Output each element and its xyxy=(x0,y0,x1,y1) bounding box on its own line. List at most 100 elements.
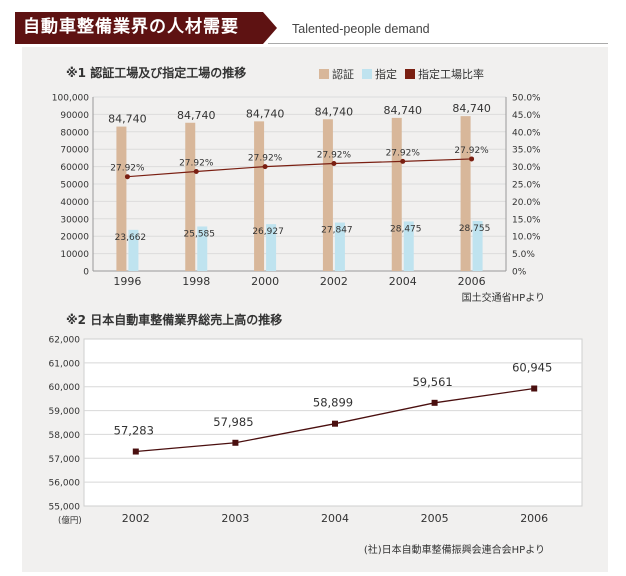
y-tick-label: 20000 xyxy=(60,233,89,243)
x-tick-label: 1996 xyxy=(113,275,141,288)
y-tick-label: 70000 xyxy=(60,146,89,156)
bar-label-shitei: 27,847 xyxy=(321,226,353,236)
sales-chart: ※2 日本自動車整備業界総売上高の推移 55,000 56,000 57,000 58,… xyxy=(49,312,583,556)
y2-tick-label: 30.0% xyxy=(512,163,541,173)
source-note: 国土交通省HPより xyxy=(462,291,545,304)
y-tick-label: 80000 xyxy=(60,128,89,138)
ratio-label: 27.92% xyxy=(248,154,283,164)
bar-shitei xyxy=(472,220,483,271)
ratio-label: 27.92% xyxy=(454,146,489,156)
bar-ninsho xyxy=(254,121,265,271)
y-tick-label: 62,000 xyxy=(49,336,81,346)
x-tick-label: 2000 xyxy=(251,275,279,288)
y2-tick-label: 25.0% xyxy=(512,181,541,191)
page-subtitle: Talented-people demand xyxy=(292,22,430,36)
y-tick-label: 60,000 xyxy=(49,383,81,393)
y2-tick-label: 50.0% xyxy=(512,94,541,104)
ratio-point xyxy=(124,174,130,180)
y-tick-label: 59,000 xyxy=(49,407,81,417)
bar-label-ninsho: 84,740 xyxy=(108,113,147,126)
bar-shitei xyxy=(403,221,414,271)
ratio-point xyxy=(469,156,475,162)
chart-title: ※2 日本自動車整備業界総売上高の推移 xyxy=(66,312,282,327)
bar-ninsho xyxy=(391,117,402,271)
ratio-point xyxy=(400,158,406,164)
bar-label-ninsho: 84,740 xyxy=(246,107,285,120)
sales-point xyxy=(132,448,139,455)
y2-tick-label: 15.0% xyxy=(512,215,541,225)
ratio-label: 27.92% xyxy=(386,148,421,158)
bar-label-ninsho: 84,740 xyxy=(315,105,354,118)
y2-tick-label: 0% xyxy=(512,268,527,278)
legend-label: 認証 xyxy=(332,67,354,81)
sales-point xyxy=(232,439,239,446)
header-tab xyxy=(15,12,277,44)
y-tick-label: 57,000 xyxy=(49,455,81,465)
y2-tick-label: 10.0% xyxy=(512,233,541,243)
bar-label-ninsho: 84,740 xyxy=(177,109,216,122)
y2-tick-label: 35.0% xyxy=(512,146,541,156)
legend-swatch xyxy=(405,69,415,79)
bar-label-shitei: 23,662 xyxy=(115,233,147,243)
x-tick-label: 2004 xyxy=(321,512,349,525)
y-unit-label: (億円) xyxy=(58,515,82,526)
x-tick-label: 2003 xyxy=(221,512,249,525)
ratio-line xyxy=(127,158,472,178)
bar-label-shitei: 25,585 xyxy=(184,229,216,239)
bar-shitei xyxy=(128,229,139,271)
bar-label-shitei: 28,475 xyxy=(390,224,422,234)
y-tick-label: 50000 xyxy=(60,181,89,191)
y2-tick-label: 40.0% xyxy=(512,128,541,138)
y-tick-label: 55,000 xyxy=(49,503,81,513)
sales-label: 58,899 xyxy=(313,396,353,410)
sales-point xyxy=(431,399,438,406)
bar-shitei xyxy=(197,226,208,271)
factory-chart: ※1 認証工場及び指定工場の推移 認証 指定 指定工場比率 0 10000 20000 300… xyxy=(52,65,545,304)
x-tick-label: 2005 xyxy=(421,512,449,525)
y-tick-label: 58,000 xyxy=(49,431,81,441)
source-note: (社)日本自動車整備振興会連合会HPより xyxy=(364,543,545,556)
bar-ninsho xyxy=(185,122,196,271)
bar-ninsho xyxy=(116,126,127,271)
y2-tick-label: 45.0% xyxy=(512,111,541,121)
sales-point xyxy=(332,420,338,427)
bar-ninsho xyxy=(322,119,333,271)
sales-label: 57,283 xyxy=(114,424,154,438)
y2-tick-label: 20.0% xyxy=(512,198,541,208)
x-tick-label: 1998 xyxy=(182,275,210,288)
legend-swatch xyxy=(319,69,329,79)
y-tick-label: 100,000 xyxy=(52,94,89,104)
legend-label: 指定工場比率 xyxy=(418,67,484,81)
bar-label-ninsho: 84,740 xyxy=(452,102,491,115)
y-tick-label: 56,000 xyxy=(49,479,81,489)
sales-label: 60,945 xyxy=(512,361,552,375)
chart-title: ※1 認証工場及び指定工場の推移 xyxy=(66,65,246,80)
y-tick-label: 10000 xyxy=(60,250,89,260)
y-tick-label: 30000 xyxy=(60,215,89,225)
sales-point xyxy=(531,385,538,392)
y-tick-label: 90000 xyxy=(60,111,89,121)
ratio-label: 27.92% xyxy=(317,150,352,160)
y-tick-label: 61,000 xyxy=(49,359,81,369)
x-tick-label: 2006 xyxy=(520,512,548,525)
x-tick-label: 2006 xyxy=(458,275,486,288)
bar-label-shitei: 26,927 xyxy=(252,227,284,237)
page-title: 自動車整備業界の人材需要 xyxy=(23,17,239,37)
ratio-point xyxy=(331,160,337,166)
ratio-point xyxy=(193,168,199,174)
ratio-label: 27.92% xyxy=(179,158,214,168)
charts-panel: ※1 認証工場及び指定工場の推移 認証 指定 指定工場比率 0 10000 20000 300… xyxy=(22,47,608,572)
y-tick-label: 40000 xyxy=(60,198,89,208)
y2-tick-label: 5.0% xyxy=(512,250,535,260)
bar-ninsho xyxy=(460,116,471,271)
y-tick-label: 60000 xyxy=(60,163,89,173)
ratio-point xyxy=(262,164,268,170)
legend-label: 指定 xyxy=(375,67,397,81)
sales-label: 57,985 xyxy=(213,415,253,429)
bar-label-shitei: 28,755 xyxy=(459,224,491,234)
bar-shitei xyxy=(334,222,345,271)
x-tick-label: 2002 xyxy=(320,275,348,288)
y-tick-label: 0 xyxy=(83,268,89,278)
header-divider xyxy=(268,43,608,44)
ratio-label: 27.92% xyxy=(110,164,145,174)
